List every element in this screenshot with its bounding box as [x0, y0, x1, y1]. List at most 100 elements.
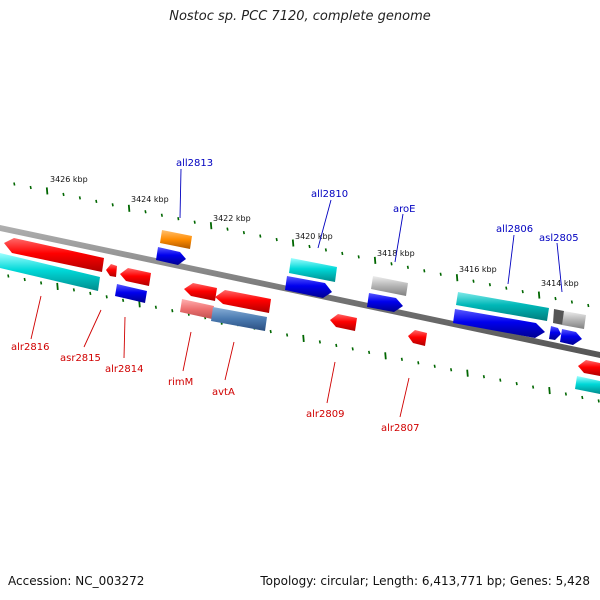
- minor-tick: [111, 203, 114, 207]
- minor-tick: [417, 361, 420, 365]
- gene-avtA[interactable]: [211, 290, 271, 331]
- minor-tick: [433, 364, 436, 368]
- minor-tick: [89, 291, 92, 296]
- minor-tick: [400, 357, 403, 361]
- scale-label-3424: 3424 kbp: [131, 195, 169, 204]
- minor-tick: [351, 347, 354, 351]
- minor-tick: [499, 378, 502, 382]
- minor-tick: [521, 289, 524, 294]
- minor-tick: [144, 210, 147, 214]
- label-avtA[interactable]: avtA: [212, 387, 235, 398]
- minor-tick: [122, 298, 125, 302]
- gene-all2813[interactable]: [156, 230, 192, 265]
- gene-alr2814[interactable]: [115, 268, 151, 303]
- minor-tick: [259, 234, 262, 238]
- minor-tick: [13, 182, 16, 186]
- upper-scale-ruler: [13, 182, 590, 308]
- minor-tick: [286, 333, 289, 337]
- gene-alr2816[interactable]: [0, 238, 104, 291]
- minor-tick: [450, 368, 453, 372]
- minor-tick: [532, 385, 535, 389]
- label-aroE[interactable]: aroE: [393, 204, 415, 215]
- major-tick: [291, 239, 295, 247]
- minor-tick: [95, 199, 98, 204]
- scale-label-3422: 3422 kbp: [213, 214, 251, 223]
- scale-label-3426: 3426 kbp: [50, 175, 88, 184]
- minor-tick: [554, 296, 557, 301]
- major-tick: [56, 282, 59, 290]
- minor-tick: [171, 309, 174, 313]
- gene-asl2805[interactable]: [549, 309, 586, 345]
- major-tick: [384, 352, 387, 360]
- minor-tick: [570, 300, 573, 304]
- major-tick: [537, 291, 541, 299]
- minor-tick: [581, 395, 584, 400]
- minor-tick: [515, 381, 518, 386]
- minor-tick: [357, 255, 360, 259]
- scale-label-3414: 3414 kbp: [541, 279, 579, 288]
- gene-all2806[interactable]: [453, 292, 549, 338]
- minor-tick: [242, 230, 245, 235]
- scale-labels: 3426 kbp 3424 kbp 3422 kbp 3420 kbp 3418…: [50, 175, 579, 288]
- genome-title: Nostoc sp. PCC 7120, complete genome: [169, 9, 431, 24]
- minor-tick: [23, 277, 26, 282]
- label-alr2816[interactable]: alr2816: [11, 342, 49, 353]
- accession-text: Accession: NC_003272: [8, 574, 145, 588]
- minor-tick: [308, 244, 311, 249]
- reverse-strand-genes: [0, 238, 600, 394]
- minor-tick: [335, 343, 338, 348]
- minor-tick: [564, 392, 567, 396]
- minor-tick: [587, 303, 590, 308]
- gene-all2810[interactable]: [285, 258, 337, 298]
- label-all2810[interactable]: all2810: [311, 189, 348, 200]
- minor-tick: [193, 220, 196, 224]
- gene-aroE[interactable]: [367, 276, 408, 312]
- minor-tick: [390, 262, 393, 266]
- minor-tick: [488, 283, 491, 287]
- gene-asr2815[interactable]: [106, 264, 117, 277]
- label-alr2809[interactable]: alr2809: [306, 409, 344, 420]
- minor-tick: [105, 295, 108, 299]
- gene-rimM[interactable]: [180, 283, 217, 319]
- minor-tick: [505, 286, 508, 290]
- minor-tick: [62, 192, 65, 197]
- label-alr2814[interactable]: alr2814: [105, 364, 143, 375]
- gene-edge-right[interactable]: [575, 360, 600, 394]
- minor-tick: [482, 375, 485, 379]
- gene-alr2807[interactable]: [408, 330, 427, 346]
- topology-text: Topology: circular; Length: 6,413,771 bp…: [260, 574, 590, 588]
- minor-tick: [177, 217, 180, 221]
- major-tick: [209, 222, 213, 230]
- minor-tick: [7, 274, 10, 278]
- minor-tick: [72, 288, 75, 292]
- major-tick: [302, 334, 305, 343]
- minor-tick: [439, 272, 442, 276]
- minor-tick: [318, 340, 321, 344]
- leader-lines: [30, 168, 563, 418]
- major-tick: [45, 187, 49, 195]
- minor-tick: [324, 248, 327, 252]
- label-alr2807[interactable]: alr2807: [381, 423, 419, 434]
- major-tick: [373, 256, 377, 264]
- forward-strand-genes: [156, 230, 586, 345]
- minor-tick: [78, 196, 81, 200]
- scale-label-3416: 3416 kbp: [459, 265, 497, 274]
- major-tick: [548, 386, 551, 395]
- label-asr2815[interactable]: asr2815: [60, 353, 101, 364]
- minor-tick: [406, 265, 409, 269]
- label-rimM[interactable]: rimM: [168, 377, 193, 388]
- gene-alr2809[interactable]: [330, 314, 357, 331]
- scale-label-3420: 3420 kbp: [295, 232, 333, 241]
- minor-tick: [160, 213, 163, 217]
- minor-tick: [597, 399, 600, 403]
- minor-tick: [472, 279, 475, 283]
- minor-tick: [40, 281, 43, 285]
- major-tick: [455, 274, 459, 282]
- minor-tick: [341, 251, 344, 256]
- gene-labels: all2813 all2810 aroE all2806 asl2805 alr…: [11, 158, 579, 434]
- minor-tick: [423, 269, 426, 273]
- label-all2806[interactable]: all2806: [496, 224, 533, 235]
- label-all2813[interactable]: all2813: [176, 158, 213, 169]
- label-asl2805[interactable]: asl2805: [539, 233, 579, 244]
